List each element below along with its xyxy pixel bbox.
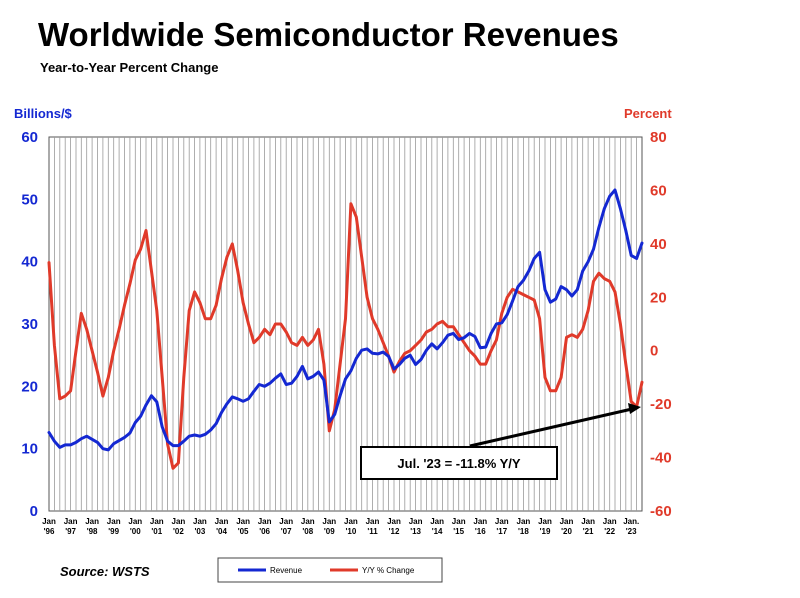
- left-y-tick-label: 30: [21, 316, 38, 333]
- x-tick-month: Jan: [517, 517, 531, 526]
- legend: Revenue Y/Y % Change: [217, 557, 443, 583]
- source-note: Source: WSTS: [60, 564, 150, 579]
- x-tick-month: Jan: [560, 517, 574, 526]
- x-tick-year: '12: [389, 527, 400, 536]
- x-tick-month: Jan: [538, 517, 552, 526]
- x-tick-year: '06: [259, 527, 270, 536]
- x-tick-month: Jan: [42, 517, 56, 526]
- x-tick-year: '03: [194, 527, 205, 536]
- left-y-tick-label: 60: [21, 129, 38, 146]
- x-tick-month: Jan: [322, 517, 336, 526]
- chart-title: Worldwide Semiconductor Revenues: [38, 16, 619, 53]
- x-tick-year: '08: [302, 527, 313, 536]
- x-tick-month: Jan: [258, 517, 272, 526]
- x-tick-month: Jan: [387, 517, 401, 526]
- x-tick-month: Jan: [193, 517, 207, 526]
- left-y-tick-label: 20: [21, 378, 38, 395]
- x-tick-year: '18: [518, 527, 529, 536]
- right-y-tick-label: -20: [650, 396, 672, 413]
- x-tick-year: '17: [496, 527, 507, 536]
- legend-label-yoy: Y/Y % Change: [362, 566, 415, 575]
- x-tick-year: '20: [561, 527, 572, 536]
- x-tick-month: Jan: [172, 517, 186, 526]
- left-y-tick-label: 10: [21, 441, 38, 458]
- annotation-arrow: [469, 407, 633, 448]
- x-tick-year: '01: [151, 527, 162, 536]
- x-tick-year: '09: [324, 527, 335, 536]
- x-tick-month: Jan: [603, 517, 617, 526]
- legend-label-revenue: Revenue: [270, 566, 303, 575]
- left-axis-label: Billions/$: [14, 106, 73, 121]
- x-tick-year: '21: [583, 527, 594, 536]
- x-tick-month: Jan: [495, 517, 509, 526]
- right-y-tick-label: -60: [650, 503, 672, 520]
- x-tick-year: '97: [65, 527, 76, 536]
- x-tick-year: '14: [432, 527, 443, 536]
- x-tick-year: '15: [453, 527, 464, 536]
- x-tick-month: Jan: [236, 517, 250, 526]
- x-tick-year: '16: [475, 527, 486, 536]
- right-y-tick-label: 0: [650, 343, 658, 360]
- x-tick-month: Jan: [344, 517, 358, 526]
- x-tick-year: '11: [367, 527, 378, 536]
- x-tick-year: '96: [44, 527, 55, 536]
- x-tick-year: '23: [626, 527, 637, 536]
- x-tick-month: Jan: [301, 517, 315, 526]
- right-y-tick-label: 40: [650, 236, 667, 253]
- right-y-tick-label: 80: [650, 129, 667, 146]
- plot-area: [48, 136, 643, 512]
- x-tick-month: Jan: [64, 517, 78, 526]
- grid-lines: [54, 137, 637, 511]
- x-tick-year: '99: [108, 527, 119, 536]
- x-axis: Jan'96Jan'97Jan'98Jan'99Jan'00Jan'01Jan'…: [42, 517, 639, 536]
- series-layer: [47, 188, 644, 470]
- x-tick-month: Jan: [279, 517, 293, 526]
- annotation-text: Jul. '23 = -11.8% Y/Y: [397, 456, 521, 471]
- x-tick-month: Jan: [128, 517, 142, 526]
- x-tick-year: '10: [345, 527, 356, 536]
- x-tick-month: Jan: [150, 517, 164, 526]
- left-y-axis: 0 10 20 30 40 50 60: [21, 129, 38, 520]
- right-y-tick-label: 20: [650, 289, 667, 306]
- x-tick-year: '05: [238, 527, 249, 536]
- left-y-tick-label: 40: [21, 254, 38, 271]
- x-tick-month: Jan: [215, 517, 229, 526]
- chart-subtitle: Year-to-Year Percent Change: [40, 60, 218, 75]
- x-tick-year: '13: [410, 527, 421, 536]
- x-tick-year: '19: [540, 527, 551, 536]
- x-tick-year: '00: [130, 527, 141, 536]
- annotation-arrowhead: [628, 403, 641, 414]
- x-tick-month: Jan: [366, 517, 380, 526]
- right-y-axis: -60 -40 -20 0 20 40 60 80: [650, 129, 672, 520]
- x-tick-month: Jan: [85, 517, 99, 526]
- x-tick-year: '22: [604, 527, 615, 536]
- x-tick-year: '04: [216, 527, 227, 536]
- right-y-tick-label: 60: [650, 182, 667, 199]
- x-tick-year: '02: [173, 527, 184, 536]
- annotation-box: [360, 446, 558, 480]
- annotation: Jul. '23 = -11.8% Y/Y: [360, 403, 641, 480]
- x-tick-month: Jan: [473, 517, 487, 526]
- left-y-tick-label: 50: [21, 191, 38, 208]
- yoy-change-series-line: [47, 202, 644, 470]
- revenue-series-line: [47, 188, 644, 452]
- x-tick-month: Jan: [452, 517, 466, 526]
- x-tick-year: '07: [281, 527, 292, 536]
- right-axis-label: Percent: [624, 106, 672, 121]
- x-tick-month: Jan: [107, 517, 121, 526]
- x-tick-month: Jan: [430, 517, 444, 526]
- right-y-tick-label: -40: [650, 450, 672, 467]
- x-tick-year: '98: [87, 527, 98, 536]
- x-tick-month: Jan: [581, 517, 595, 526]
- x-tick-month: Jan.: [623, 517, 639, 526]
- left-y-tick-label: 0: [30, 503, 38, 520]
- x-tick-month: Jan: [409, 517, 423, 526]
